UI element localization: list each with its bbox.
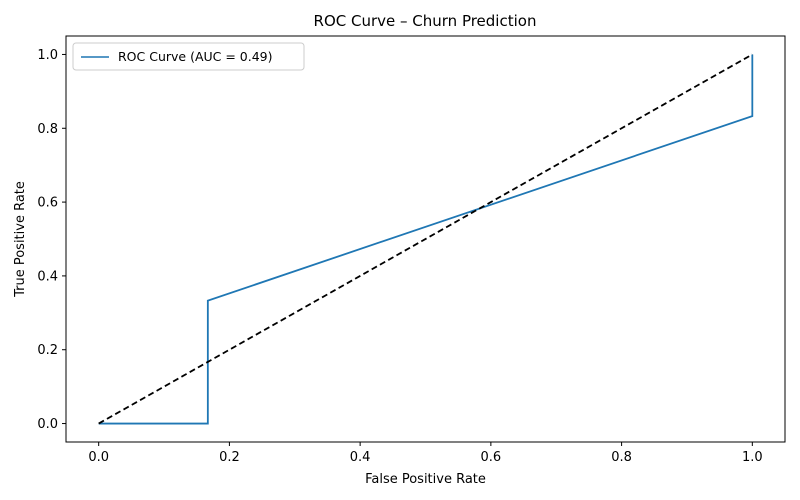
chance-diagonal-line [98,53,753,425]
plot-frame [65,35,786,443]
x-tick-label: 0.2 [219,450,240,465]
x-axis-label: False Positive Rate [365,472,486,487]
plot-area [98,53,754,425]
axis-ticks: 0.0 0.2 0.4 0.6 0.8 1.0 0.0 0.2 0.4 0.6 0.8 1.0 [37,48,762,465]
legend-box [72,42,305,71]
chart-title: ROC Curve – Churn Prediction [314,12,537,30]
roc-curve-line [98,54,754,425]
x-tick-label: 0.4 [350,450,371,465]
x-tick-label: 0.6 [481,450,502,465]
legend-label: ROC Curve (AUC = 0.49) [118,49,273,64]
x-tick-label: 0.8 [611,450,632,465]
y-tick-label: 0.0 [37,417,58,432]
x-tick-label: 1.0 [742,450,763,465]
x-tick-label: 0.0 [88,450,109,465]
y-axis-label: True Positive Rate [13,181,28,298]
y-tick-label: 0.4 [37,269,58,284]
y-tick-label: 0.2 [37,343,58,358]
y-tick-label: 1.0 [37,48,58,63]
legend: ROC Curve (AUC = 0.49) [72,42,305,71]
y-tick-label: 0.8 [37,122,58,137]
y-tick-label: 0.6 [37,196,58,211]
